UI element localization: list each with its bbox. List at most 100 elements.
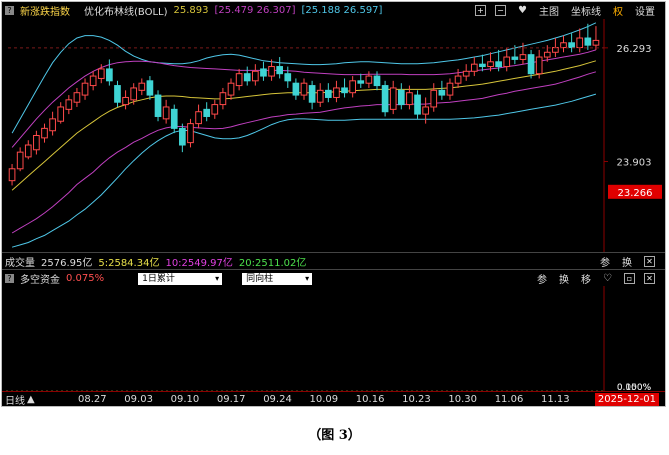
funds-help-icon[interactable]: ? — [5, 274, 14, 283]
candle — [73, 87, 81, 107]
candle — [49, 111, 56, 136]
candle — [41, 123, 48, 143]
candle — [406, 85, 413, 110]
candle — [122, 90, 129, 110]
funds-restore-icon[interactable]: ▫ — [624, 273, 635, 284]
help-icon[interactable]: ? — [5, 6, 14, 15]
funds-favorite-icon[interactable]: ♡ — [603, 273, 612, 284]
candle — [292, 78, 300, 100]
candle — [568, 33, 575, 53]
zoom-in-icon[interactable]: + — [475, 5, 487, 16]
rights-button[interactable]: 权 — [613, 7, 623, 18]
candle — [195, 104, 202, 129]
price-tick-label: 23.903 — [617, 158, 652, 169]
candle — [349, 76, 356, 98]
period-arrow-icon[interactable]: ▲ — [27, 394, 35, 405]
boll-lower-line — [11, 71, 597, 234]
candle — [33, 130, 40, 155]
date-axis: 日线 ▲ 08.27 09.03 09.10 09.17 09.24 10.09 10.16… — [2, 391, 665, 407]
candle — [446, 78, 454, 100]
candle — [170, 104, 178, 134]
bar-mode-select[interactable]: 同向柱 — [242, 272, 313, 285]
date-tick-label: 10.30 — [448, 394, 478, 405]
candle — [373, 71, 381, 91]
candle — [365, 71, 373, 88]
candle — [333, 80, 340, 103]
funds-param-button[interactable]: 参 — [537, 275, 548, 286]
study-name[interactable]: 优化布林线(BOLL) — [84, 7, 168, 18]
candle — [235, 68, 243, 91]
candle — [300, 78, 308, 100]
candle — [146, 76, 154, 100]
volume-value: 2576.95亿 — [41, 258, 93, 269]
candle — [584, 23, 592, 50]
candle — [211, 99, 219, 119]
candle — [268, 59, 275, 81]
funds-tick-label: 0.000% — [617, 383, 652, 392]
settings-button[interactable]: 设置 — [635, 7, 655, 18]
funds-header: ? 多空资金 0.075% 1日累计 同向柱 参 换 移 ♡ ▫ ✕ — [2, 269, 665, 287]
zoom-out-icon[interactable]: − — [495, 5, 507, 16]
volume-close-icon[interactable]: ✕ — [644, 256, 655, 267]
funds-label: 多空资金 — [20, 275, 60, 286]
accumulate-select[interactable]: 1日累计 — [138, 272, 223, 285]
candle — [24, 140, 32, 160]
candle — [260, 61, 267, 81]
candle — [357, 73, 365, 88]
candle — [495, 49, 502, 72]
candle — [487, 52, 494, 72]
current-price-label: 23.266 — [618, 188, 653, 199]
candle — [65, 95, 73, 115]
volume-toolbar: 参 换 ✕ — [594, 253, 661, 270]
volume-switch-button[interactable]: 换 — [622, 258, 632, 269]
candle — [89, 71, 97, 91]
candle — [414, 90, 421, 119]
indicator-name[interactable]: 新涨跌指数 — [20, 7, 70, 18]
axis-button[interactable]: 坐标线 — [571, 7, 601, 18]
boll-inner-values: [25.479 26.307] — [214, 5, 296, 16]
candle — [284, 66, 292, 88]
main-chart-button[interactable]: 主图 — [539, 7, 559, 18]
funds-move-button[interactable]: 移 — [581, 275, 592, 286]
candle — [16, 147, 24, 172]
price-chart: 26.293 23.903 23.266 — [8, 19, 662, 252]
candle — [422, 97, 429, 124]
chart-window: ? 新涨跌指数 优化布林线(BOLL) 25.893 [25.479 26.30… — [1, 1, 666, 407]
candle — [8, 164, 16, 186]
date-tick-label: 11.13 — [541, 394, 570, 405]
candle — [503, 47, 511, 72]
candle — [470, 57, 478, 77]
candle — [154, 90, 162, 122]
volume-ma10: 10:2549.97亿 — [165, 258, 233, 269]
chart-toolbar: + − ♥ 主图 坐标线 权 设置 — [469, 2, 661, 19]
candle — [81, 78, 89, 100]
funds-close-icon[interactable]: ✕ — [644, 273, 655, 284]
funds-switch-button[interactable]: 换 — [559, 275, 570, 286]
current-price-box — [608, 184, 662, 199]
candle — [576, 28, 584, 53]
date-tick-label: 09.17 — [216, 394, 246, 405]
candle — [438, 80, 446, 100]
candle — [454, 68, 462, 88]
period-label[interactable]: 日线 — [5, 396, 25, 407]
funds-tick-label: 0.100% — [617, 383, 652, 392]
candle — [308, 80, 316, 110]
funds-chart: 0.150%0.100%0.000% — [6, 286, 652, 392]
figure-caption: （图 3） — [308, 428, 361, 443]
candle — [227, 78, 235, 100]
candle — [430, 83, 438, 112]
price-tick-label: 26.293 — [617, 44, 652, 55]
funds-value: 0.075% — [66, 273, 105, 284]
candle — [462, 64, 470, 81]
volume-param-button[interactable]: 参 — [600, 258, 610, 269]
price-header: ? 新涨跌指数 优化布林线(BOLL) 25.893 [25.479 26.30… — [2, 2, 665, 19]
candle — [324, 83, 332, 103]
candle — [114, 80, 121, 107]
candle — [519, 42, 527, 65]
candle — [527, 49, 535, 79]
candle — [543, 45, 551, 62]
candle — [106, 59, 113, 86]
date-tick-label: 11.06 — [494, 394, 524, 405]
candle — [179, 123, 186, 153]
favorite-icon[interactable]: ♥ — [518, 5, 527, 16]
